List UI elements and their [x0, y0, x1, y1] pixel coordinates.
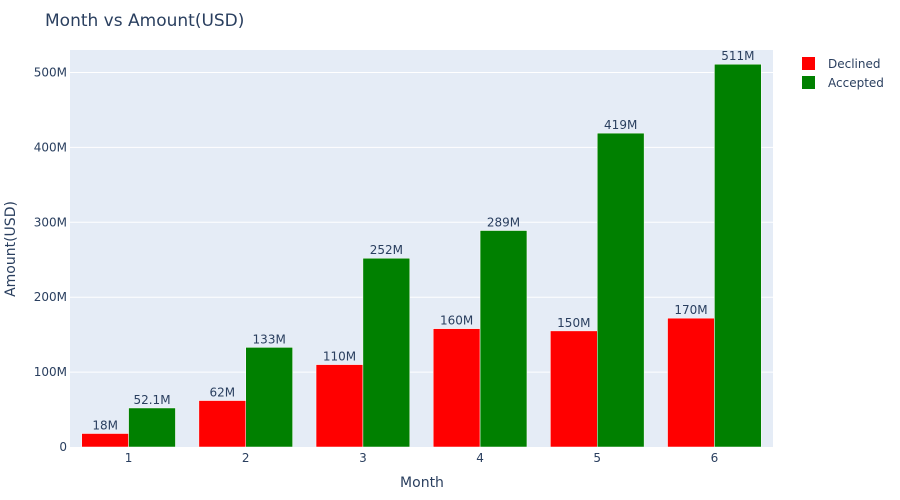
y-tick-label: 500M [34, 65, 67, 79]
bar-declined-1[interactable] [81, 433, 129, 448]
plot-area [70, 50, 773, 447]
data-label: 133M [253, 332, 286, 346]
bar-accepted-1[interactable] [128, 407, 176, 448]
chart-title: Month vs Amount(USD) [45, 11, 244, 31]
data-label: 110M [323, 350, 356, 364]
bar-declined-3[interactable] [315, 364, 364, 448]
data-label: 18M [92, 419, 118, 433]
legend-swatch [802, 76, 815, 89]
y-tick-label: 300M [34, 215, 67, 229]
bar-declined-4[interactable] [432, 328, 481, 448]
bar-declined-2[interactable] [198, 400, 246, 448]
y-tick-label: 400M [34, 140, 67, 154]
x-tick-label: 6 [711, 451, 719, 465]
data-label: 511M [721, 49, 754, 63]
gridlines [70, 71, 773, 373]
bar-declined-6[interactable] [667, 317, 715, 448]
x-tick-label: 1 [125, 451, 133, 465]
y-tick-label: 0 [59, 440, 67, 454]
data-label: 252M [370, 243, 403, 257]
legend[interactable]: Declined Accepted [802, 57, 884, 90]
bar-accepted-2[interactable] [245, 347, 293, 448]
x-tick-label: 4 [476, 451, 484, 465]
legend-label: Declined [828, 57, 881, 71]
x-tick-label: 3 [359, 451, 367, 465]
x-axis-label: Month [400, 475, 444, 491]
bars [81, 63, 762, 448]
x-tick-label: 5 [593, 451, 601, 465]
data-label: 289M [487, 216, 520, 230]
legend-item-declined[interactable]: Declined [802, 57, 881, 71]
data-label: 419M [604, 118, 637, 132]
bar-accepted-5[interactable] [597, 132, 645, 448]
data-label: 170M [674, 303, 707, 317]
data-labels: 18M 62M 110M 160M 150M 170M 52.1M 133M 252M 289M 4… [92, 49, 754, 432]
y-tick-label: 100M [34, 365, 67, 379]
bar-declined-5[interactable] [550, 330, 598, 448]
y-axis-ticks: 0 100M 200M 300M 400M 500M [34, 65, 67, 454]
legend-swatch [802, 57, 815, 70]
bar-accepted-4[interactable] [479, 230, 528, 448]
x-tick-label: 2 [242, 451, 250, 465]
data-label: 150M [557, 316, 590, 330]
legend-item-accepted[interactable]: Accepted [802, 76, 884, 90]
data-label: 52.1M [133, 393, 170, 407]
bar-accepted-6[interactable] [714, 63, 762, 448]
y-tick-label: 200M [34, 290, 67, 304]
data-label: 62M [210, 386, 236, 400]
legend-label: Accepted [828, 76, 884, 90]
x-axis-ticks: 1 2 3 4 5 6 [125, 451, 718, 465]
data-label: 160M [440, 314, 473, 328]
y-axis-label: Amount(USD) [3, 201, 19, 297]
bar-accepted-3[interactable] [362, 257, 411, 448]
